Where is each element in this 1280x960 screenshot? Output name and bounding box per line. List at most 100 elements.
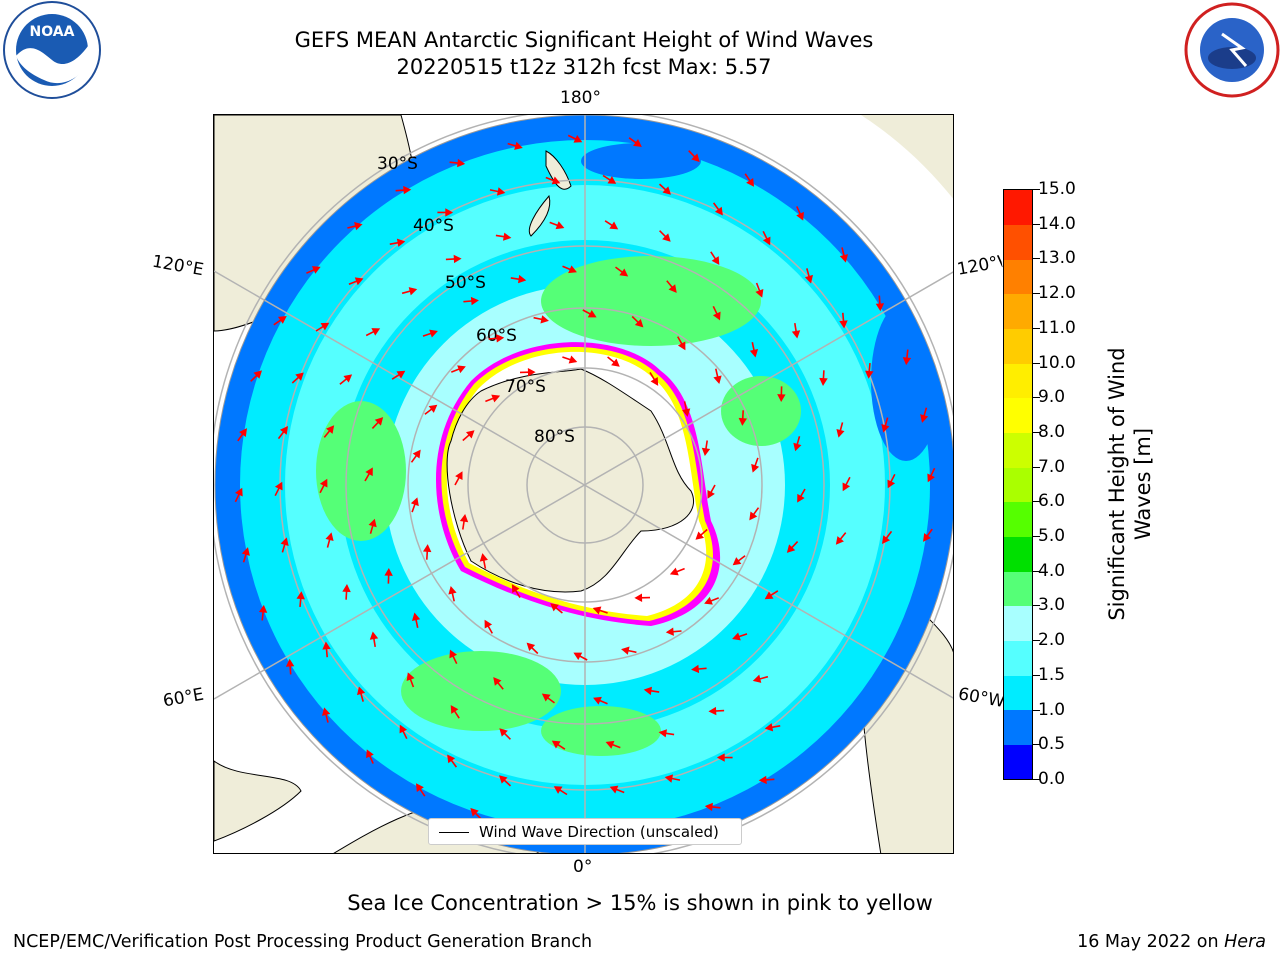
wind-wave-arrow-head <box>555 221 565 230</box>
lon-label-120w: 120°W <box>955 252 1004 280</box>
wind-wave-arrow-head <box>518 274 527 284</box>
colorbar-tick-label: 1.5 <box>1038 664 1066 685</box>
map-panel: 30°S 40°S 50°S 60°S 70°S 80°S Wind Wave … <box>213 114 954 854</box>
wind-wave-arrow-head <box>764 723 774 732</box>
upper-right-land <box>861 115 953 199</box>
wind-wave-arrow-head <box>354 221 363 231</box>
wind-wave-arrow-head <box>466 430 475 439</box>
colorbar-tick-mark <box>1033 744 1040 746</box>
wind-wave-arrow-head <box>455 471 463 481</box>
wind-wave-arrow-head <box>749 511 758 521</box>
wind-wave-arrow-head <box>568 265 577 274</box>
colorbar-tick-mark <box>1033 640 1040 642</box>
wind-wave-arrow-head <box>835 536 844 545</box>
wind-wave-arrow-head <box>927 473 935 483</box>
colorbar-tick-label: 3.0 <box>1038 595 1066 616</box>
wind-wave-arrow-head <box>668 284 677 293</box>
wind-wave-arrow-head <box>366 749 374 759</box>
wind-wave-arrow-head <box>296 591 305 600</box>
wind-wave-arrow-head <box>374 417 384 426</box>
colorbar-segment <box>1004 640 1032 676</box>
lat-label-70s: 70°S <box>505 377 546 397</box>
wind-wave-arrow-head <box>384 568 393 576</box>
colorbar-tick-mark <box>1033 779 1040 780</box>
wind-wave-arrow-head <box>621 646 630 655</box>
wind-wave-arrow-head <box>514 141 523 150</box>
wind-wave-arrow-head <box>408 287 418 296</box>
colorbar-tick-mark <box>1033 258 1040 260</box>
footer-date-text: 16 May 2022 on <box>1077 932 1225 952</box>
wind-wave-arrow-head <box>650 377 659 386</box>
wind-wave-arrow-head <box>479 553 488 562</box>
colorbar-tick-mark <box>1033 293 1040 295</box>
wind-wave-arrow-head <box>714 206 723 216</box>
wind-wave-arrow-head <box>551 740 561 749</box>
colorbar-tick-label: 10.0 <box>1038 352 1076 373</box>
colorbar-segment <box>1004 467 1032 503</box>
colorbar-segment <box>1004 501 1032 537</box>
wind-wave-arrow-head <box>677 341 686 351</box>
wind-wave-arrow-head <box>751 463 760 473</box>
colorbar-tick-label: 2.0 <box>1038 630 1066 651</box>
wind-wave-arrow-head <box>553 786 563 794</box>
wind-wave-arrow-head <box>713 375 722 385</box>
wind-wave-arrow-head <box>887 479 896 489</box>
lon-label-60e: 60°E <box>161 684 206 712</box>
wind-wave-arrow-head <box>777 394 786 402</box>
wind-wave-arrow-head <box>493 677 502 686</box>
lat-label-50s: 50°S <box>445 273 486 293</box>
wind-wave-arrow-head <box>711 256 720 265</box>
wind-wave-arrow-head <box>732 632 741 641</box>
wind-wave-arrow-head <box>322 641 331 650</box>
chart-title: GEFS MEAN Antarctic Significant Height o… <box>294 28 874 52</box>
colorbar-tick-mark <box>1033 223 1040 225</box>
wind-wave-arrow-head <box>920 414 929 423</box>
wind-wave-arrow-head <box>755 288 764 298</box>
wind-wave-arrow-head <box>357 686 366 696</box>
wind-wave-arrow-head <box>429 329 438 338</box>
wind-wave-arrow-head <box>658 729 668 738</box>
noaa-logo: NOAA <box>3 1 101 99</box>
wind-wave-arrow-head <box>449 649 458 659</box>
wind-wave-arrow-head <box>321 707 331 716</box>
colorbar-tick-mark <box>1033 397 1040 399</box>
wind-wave-arrow-head <box>707 489 715 499</box>
wind-wave-arrow-head <box>804 274 813 284</box>
colorbar <box>1003 189 1033 780</box>
wind-wave-arrow-head <box>634 318 644 328</box>
wind-wave-arrow-head <box>369 631 379 640</box>
wind-wave-arrow-head <box>611 358 620 367</box>
footer-date: 16 May 2022 on Hera <box>1077 932 1266 952</box>
colorbar-segment <box>1004 259 1032 295</box>
colorbar-segment <box>1004 190 1032 226</box>
wind-wave-arrow-head <box>496 334 505 343</box>
chart-subtitle: 20220515 t12z 312h fcst Max: 5.57 <box>396 55 772 79</box>
colorbar-tick-mark <box>1033 189 1040 190</box>
wind-wave-arrow-head <box>836 428 845 438</box>
wind-wave-arrow-head <box>712 311 721 321</box>
wind-wave-arrow-head <box>619 268 629 277</box>
wind-wave-arrow-head <box>277 315 287 324</box>
footer-machine: Hera <box>1224 932 1266 952</box>
wind-wave-arrow-head <box>459 513 469 523</box>
wind-wave-arrow-head <box>764 591 774 600</box>
wind-wave-arrow-head <box>682 408 691 417</box>
wind-wave-arrow-head <box>593 696 602 705</box>
wind-wave-arrow-head <box>396 238 406 247</box>
wind-wave-arrow-head <box>746 177 755 187</box>
wind-wave-arrow-head <box>411 612 421 621</box>
wind-wave-arrow-head <box>665 627 674 636</box>
wind-wave-arrow-head <box>842 482 851 492</box>
wind-wave-arrow-head <box>691 664 700 674</box>
lon-label-180: 180° <box>560 88 601 108</box>
wind-wave-arrow-head <box>786 544 796 553</box>
wind-wave-arrow-head <box>793 442 802 452</box>
colorbar-segment <box>1004 536 1032 572</box>
wind-wave-arrow-head <box>448 585 457 595</box>
colorbar-tick-label: 12.0 <box>1038 283 1076 304</box>
wind-wave-arrow-head <box>470 807 479 817</box>
colorbar-segment <box>1004 293 1032 330</box>
wind-wave-arrow-head <box>396 370 406 379</box>
colorbar-tick-mark <box>1033 466 1040 468</box>
colorbar-tick-label: 4.0 <box>1038 560 1066 581</box>
